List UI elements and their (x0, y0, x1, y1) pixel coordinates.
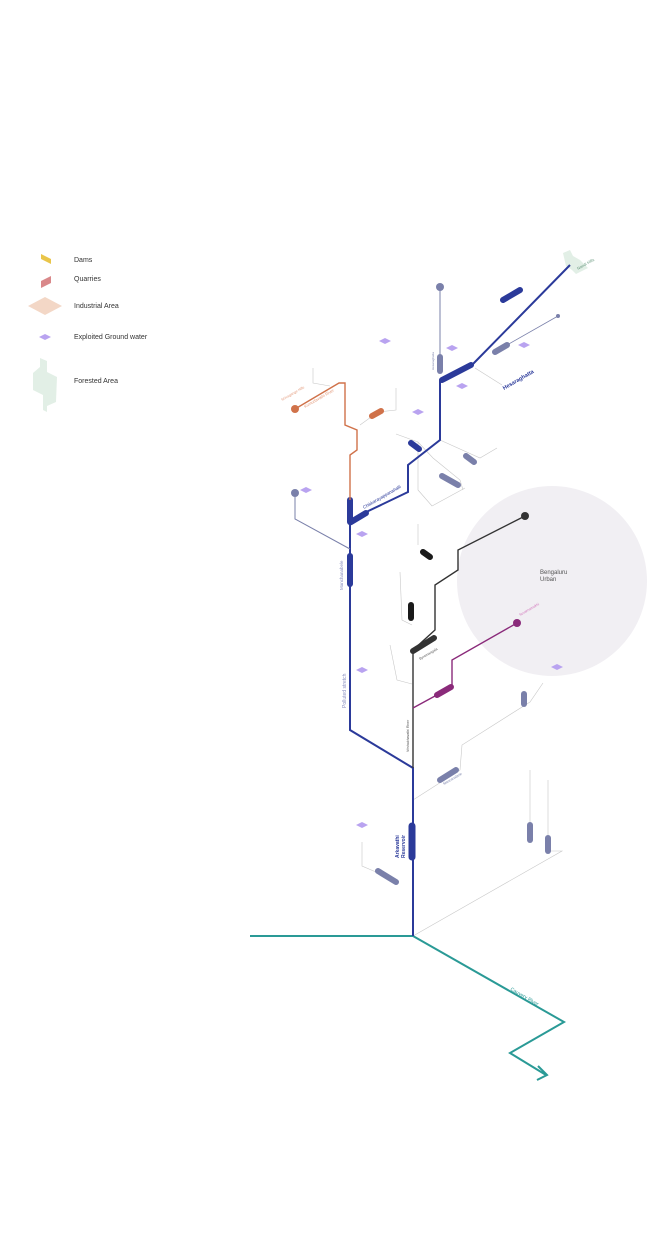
polluted-stretch-label: Polluted stretch (342, 673, 348, 708)
hesaraghatta-reservoir (439, 362, 474, 383)
kumudavathi-source-dot (291, 405, 299, 413)
kumudavathi-tank (369, 408, 384, 419)
forested-area-icon (33, 358, 57, 412)
leader-line (312, 368, 331, 387)
arkavathi-reservoir-label: Arkavathi Reservoir (395, 834, 407, 858)
bengaluru-urban-area (457, 486, 647, 676)
kumudavathi-source-label: Shivagange Hills (281, 385, 306, 402)
cauvery-arrow-icon (536, 1065, 549, 1081)
tributary-tank-label: Hesaraghatta (431, 352, 435, 370)
hesaraghatta-label: Hesaraghatta (502, 369, 536, 392)
vrishabhavathi-river-label: Vrishabhavathi River (406, 719, 410, 752)
groundwater-icon (379, 338, 391, 344)
chikkarayappanahalli-reservoir (348, 510, 369, 525)
tributary-tank (437, 767, 459, 783)
vrishabhavathi-tank (420, 549, 433, 560)
cauvery-river-label: Cauvery River (509, 987, 540, 1008)
tributary-source-dot (556, 314, 560, 318)
tributary-tank (439, 473, 461, 488)
tributary-dam-dark (408, 440, 422, 452)
legend-label-dams: Dams (74, 257, 93, 264)
tributary-line (294, 493, 351, 550)
groundwater-icon (551, 664, 563, 670)
cauvery-river-line (250, 935, 567, 1076)
leader-line (389, 644, 413, 685)
legend-label-quarries: Quarries (74, 276, 101, 283)
quarry-icon (41, 276, 51, 288)
bengaluru-urban-label: Bengaluru Urban (540, 570, 569, 583)
vrishabhavathi-source-dot (521, 512, 529, 520)
kumudavathi-river-line (294, 382, 358, 500)
tributary-tank (492, 342, 510, 355)
arkavathi-reservoir-line-2: Reservoir (401, 835, 407, 858)
leader-lines (312, 367, 564, 937)
groundwater-icon (356, 667, 368, 673)
leader-line (474, 367, 503, 386)
leader-line (417, 442, 466, 507)
legend-label-forested-area: Forested Area (74, 378, 118, 385)
groundwater-icon (356, 822, 368, 828)
slate-tributaries: Hesaraghatta Mancanabele (291, 283, 560, 885)
suvarnamukhi-tank (434, 684, 454, 698)
industrial-area-icon (28, 297, 62, 315)
tributary-source-dot (436, 283, 444, 291)
leader-line (359, 388, 397, 426)
arkavathi-reservoir-line-1: Arkavathi (395, 835, 401, 858)
groundwater-icon (518, 342, 530, 348)
tributary-tank (375, 868, 399, 885)
legend-label-groundwater: Exploited Ground water (74, 334, 148, 341)
groundwater-icon (446, 345, 458, 351)
tributary-tank (463, 453, 477, 465)
groundwater-icon (39, 334, 51, 340)
groundwater-icon (456, 383, 468, 389)
groundwater-icon (412, 409, 424, 415)
tributary-source-dot (291, 489, 299, 497)
dam-icon (41, 254, 51, 264)
forested-area-nandi (563, 250, 588, 274)
arkavathi-dam-upper (500, 287, 523, 303)
kumudavathi-river-label: Kumudavathi River (303, 387, 335, 409)
leader-line (399, 571, 413, 626)
groundwater-icon (356, 531, 368, 537)
legend: Dams Quarries Industrial Area Exploited … (28, 254, 148, 412)
leader-line (412, 850, 564, 937)
leader-line (361, 842, 377, 873)
groundwater-icon (300, 487, 312, 493)
suvarnamukhi-source-dot (513, 619, 521, 627)
leader-line (439, 439, 498, 459)
bengaluru-urban-line-1: Bengaluru (540, 570, 567, 576)
groundwater-markers (300, 338, 563, 828)
vrishabhavathi-tank (410, 635, 437, 654)
bengaluru-urban-line-2: Urban (540, 577, 556, 583)
manchanabele-label: Manchanabele (339, 560, 344, 590)
leader-line (395, 433, 464, 491)
legend-label-industrial-area: Industrial Area (74, 303, 119, 310)
